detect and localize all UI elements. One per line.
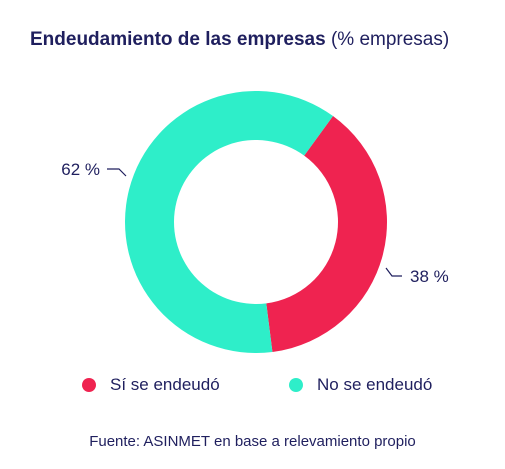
leader-line-si [385,267,402,277]
legend-swatch-si [82,378,96,392]
legend-label-si: Sí se endeudó [110,375,220,394]
legend-item-no: No se endeudó [289,374,432,396]
leader-line-no [107,168,127,177]
chart-title-main: Endeudamiento de las empresas [30,29,326,50]
legend-swatch-no [289,378,303,392]
chart-title-unit: (% empresas) [330,29,450,50]
legend-item-si: Sí se endeudó [82,374,220,396]
donut-slice-no [125,90,333,354]
chart-title: Endeudamiento de las empresas (% empresa… [30,28,449,52]
chart-source: Fuente: ASINMET en base a relevamiento p… [89,433,416,450]
data-label-si: 38 % [410,267,449,286]
data-label-no: 62 % [61,160,100,179]
legend-label-no: No se endeudó [317,375,433,394]
donut-slice-si [266,116,388,352]
